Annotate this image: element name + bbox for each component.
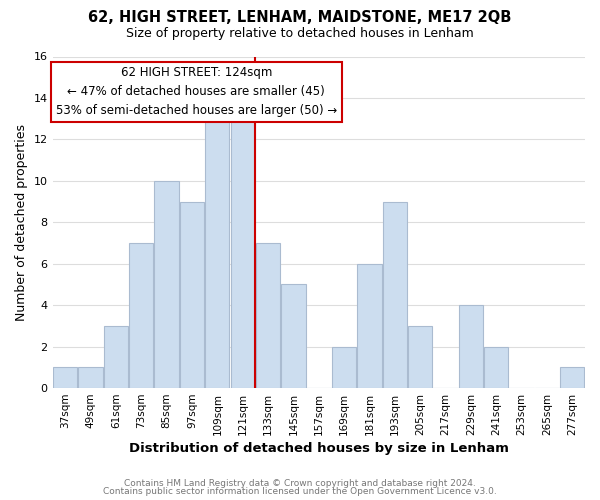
X-axis label: Distribution of detached houses by size in Lenham: Distribution of detached houses by size … — [129, 442, 509, 455]
Text: Contains HM Land Registry data © Crown copyright and database right 2024.: Contains HM Land Registry data © Crown c… — [124, 478, 476, 488]
Bar — [281, 284, 305, 388]
Bar — [154, 181, 179, 388]
Bar — [383, 202, 407, 388]
Bar — [53, 368, 77, 388]
Bar — [484, 346, 508, 388]
Bar — [358, 264, 382, 388]
Text: Size of property relative to detached houses in Lenham: Size of property relative to detached ho… — [126, 28, 474, 40]
Text: 62 HIGH STREET: 124sqm
← 47% of detached houses are smaller (45)
53% of semi-det: 62 HIGH STREET: 124sqm ← 47% of detached… — [56, 66, 337, 118]
Text: Contains public sector information licensed under the Open Government Licence v3: Contains public sector information licen… — [103, 487, 497, 496]
Bar — [79, 368, 103, 388]
Bar — [104, 326, 128, 388]
Bar — [408, 326, 433, 388]
Bar — [129, 243, 154, 388]
Bar — [560, 368, 584, 388]
Text: 62, HIGH STREET, LENHAM, MAIDSTONE, ME17 2QB: 62, HIGH STREET, LENHAM, MAIDSTONE, ME17… — [88, 10, 512, 25]
Y-axis label: Number of detached properties: Number of detached properties — [15, 124, 28, 321]
Bar — [332, 346, 356, 388]
Bar — [205, 118, 229, 388]
Bar — [180, 202, 204, 388]
Bar — [459, 305, 483, 388]
Bar — [230, 118, 255, 388]
Bar — [256, 243, 280, 388]
